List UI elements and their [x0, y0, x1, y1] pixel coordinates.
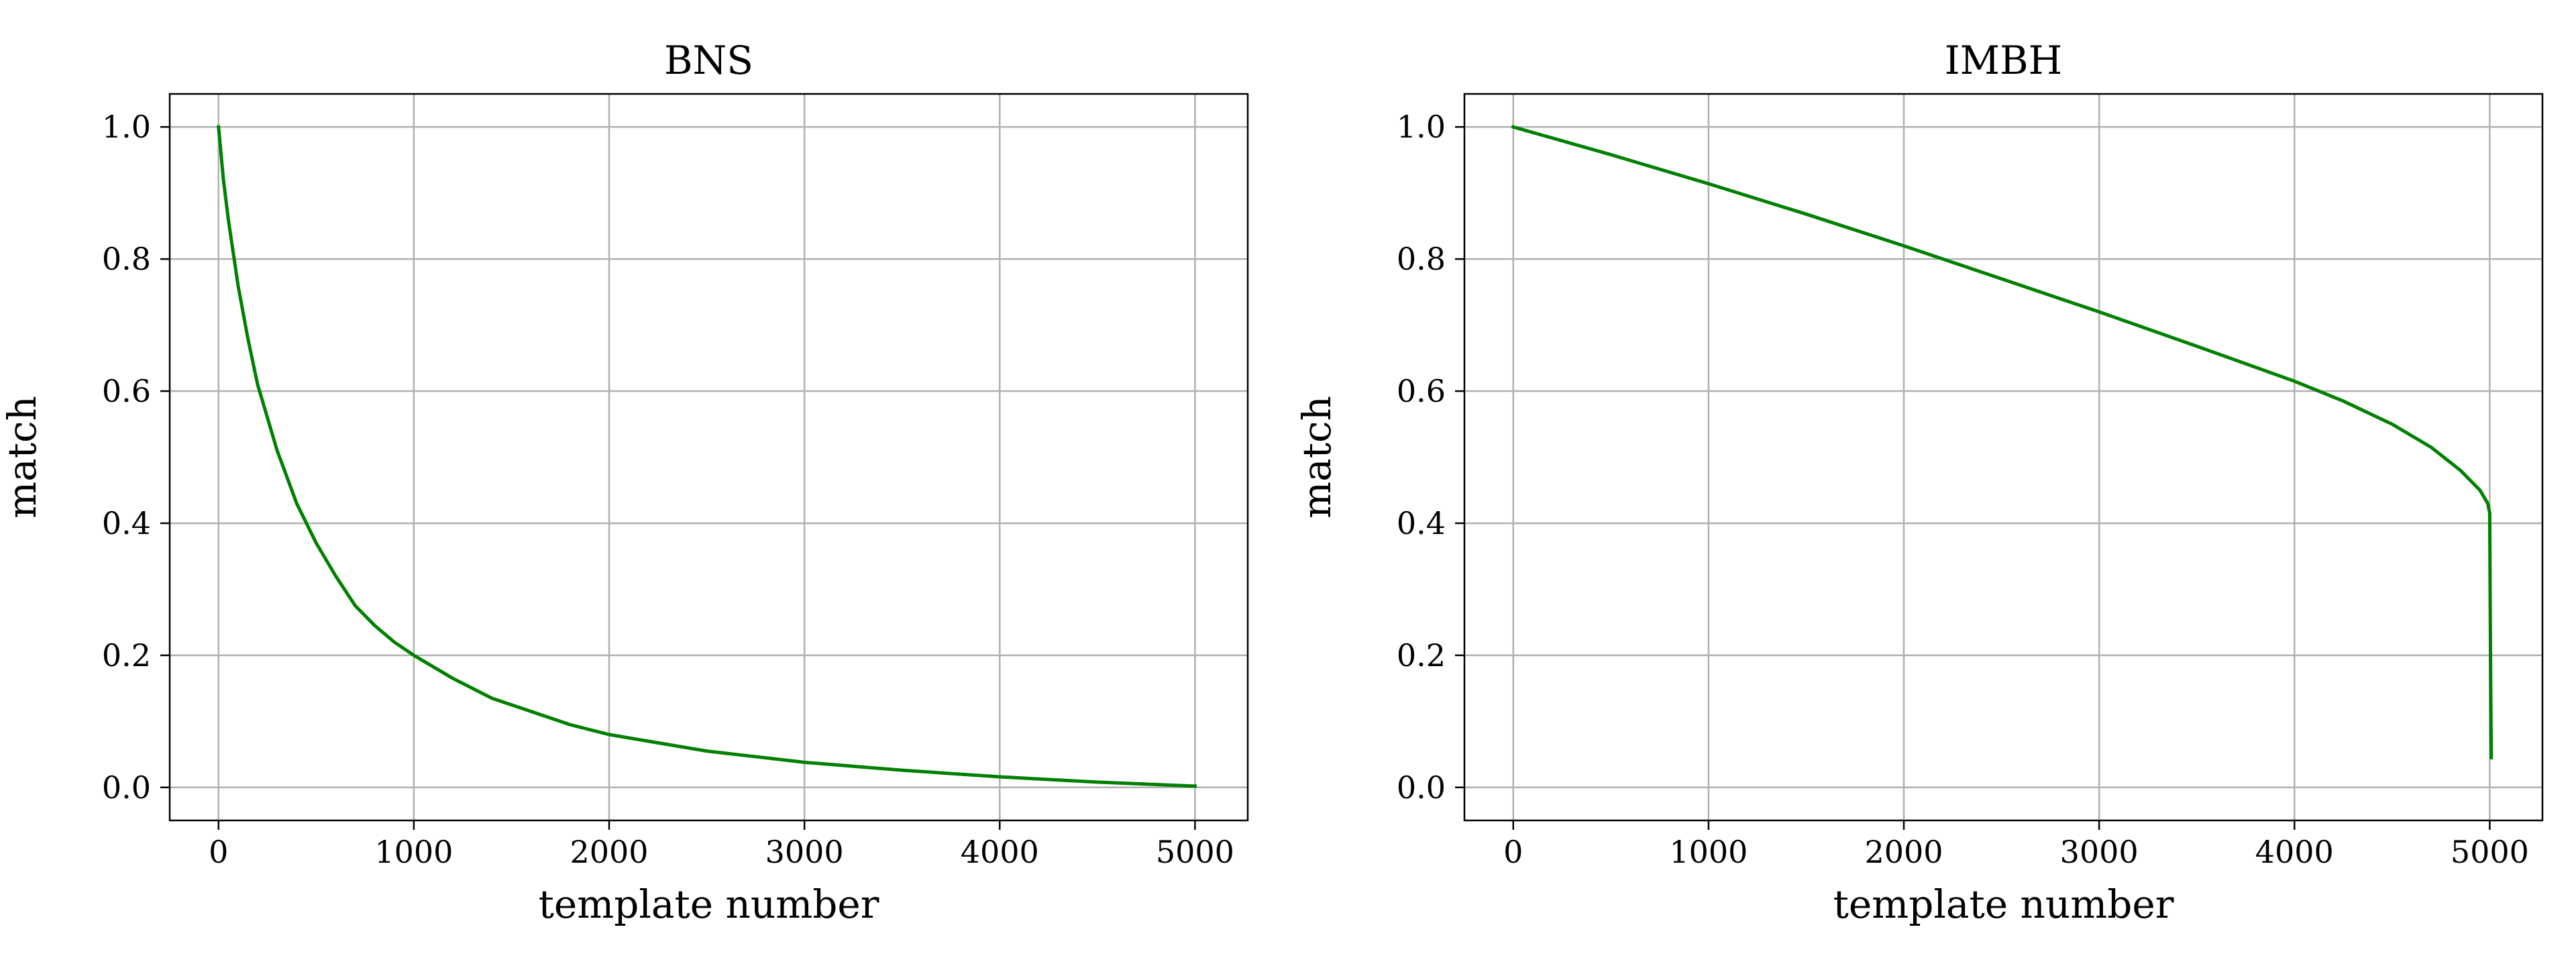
- imbh-title: IMBH: [1945, 38, 2063, 83]
- bns-x-tick-label: 2000: [570, 834, 648, 870]
- imbh-series-line: [1511, 125, 2493, 759]
- bns-data: [217, 125, 1197, 788]
- imbh-ticks: 0 1000 2000 3000 4000 5000 0.0 0.2 0.4 0.6 0.8 1.0: [1397, 109, 2529, 870]
- bns-axes-frame: [168, 93, 1249, 822]
- bns-y-tick-label: 0.2: [102, 637, 151, 674]
- bns-y-tick-label: 0.6: [102, 373, 151, 409]
- imbh-x-tick-label: 5000: [2451, 834, 2529, 870]
- imbh-y-tick-label: 0.8: [1397, 241, 1446, 277]
- bns-y-tick-label: 1.0: [102, 109, 151, 145]
- imbh-y-tick-label: 0.6: [1397, 373, 1446, 409]
- bns-ticks: 0 1000 2000 3000 4000 5000 0.0 0.2 0.4 0.6 0.8 1.0: [102, 109, 1234, 870]
- bns-y-tick-label: 0.4: [102, 505, 151, 541]
- imbh-y-tick-label: 0.4: [1397, 505, 1446, 541]
- bns-x-tick-label: 0: [209, 834, 228, 870]
- imbh-y-axis-label: match: [1294, 396, 1340, 519]
- bns-chart: 0 1000 2000 3000 4000 50000.00.20.40.60.81.0 …: [0, 38, 1249, 927]
- imbh-x-tick-label: 2000: [1864, 834, 1943, 870]
- bns-x-tick-label: 5000: [1156, 834, 1234, 870]
- bns-grid: [170, 94, 1248, 820]
- imbh-x-tick-label: 4000: [2255, 834, 2334, 870]
- bns-x-tick-label: 1000: [374, 834, 453, 870]
- imbh-x-tick-label: 0: [1503, 834, 1523, 870]
- imbh-axes-frame: [1463, 93, 2544, 822]
- bns-y-tick-label: 0.0: [102, 769, 151, 806]
- imbh-data: [1511, 125, 2493, 759]
- imbh-chart: 0 1000 2000 3000 4000 50000.00.20.40.60.81.0 …: [1294, 38, 2544, 927]
- imbh-grid: [1464, 94, 2542, 820]
- bns-x-tick-label: 3000: [765, 834, 844, 870]
- imbh-x-tick-label: 3000: [2060, 834, 2139, 870]
- imbh-y-tick-label: 1.0: [1397, 109, 1446, 145]
- imbh-frame: [1463, 93, 2544, 822]
- bns-x-axis-label: template number: [539, 881, 879, 927]
- imbh-y-tick-label: 0.2: [1397, 637, 1446, 674]
- imbh-x-axis-label: template number: [1833, 881, 2174, 927]
- bns-y-tick-label: 0.8: [102, 241, 151, 277]
- bns-x-tick-label: 4000: [961, 834, 1039, 870]
- imbh-x-tick-label: 1000: [1669, 834, 1748, 870]
- bns-title: BNS: [664, 38, 753, 83]
- bns-series-line: [217, 125, 1197, 788]
- bns-y-axis-label: match: [0, 396, 45, 519]
- imbh-y-tick-label: 0.0: [1397, 769, 1446, 806]
- bns-frame: [168, 93, 1249, 822]
